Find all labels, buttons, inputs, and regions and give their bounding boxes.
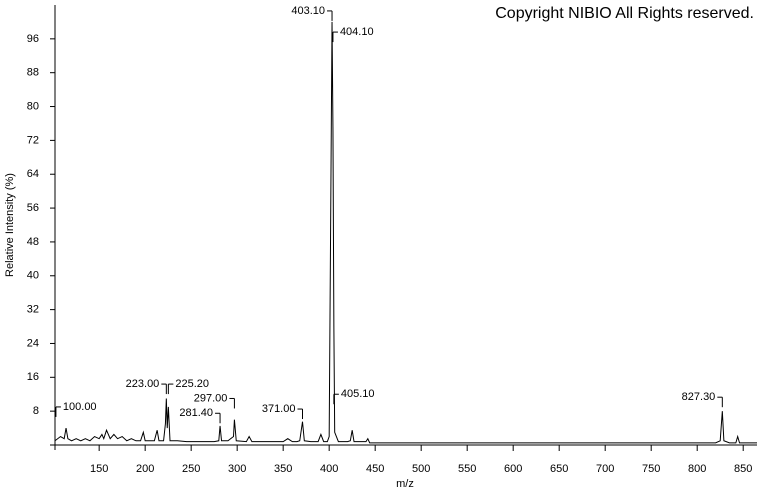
y-tick-label: 40 [27, 270, 39, 282]
annotation-label: 297.00 [194, 392, 228, 404]
y-tick-label: 16 [27, 371, 39, 383]
x-tick-label: 800 [688, 463, 706, 475]
x-tick-label: 600 [504, 463, 522, 475]
annotation-label: 371.00 [262, 403, 296, 415]
annotation-label: 281.40 [179, 407, 213, 419]
x-tick-label: 150 [90, 463, 108, 475]
annotation-label: 403.10 [291, 5, 325, 17]
x-tick-label: 750 [642, 463, 660, 475]
y-tick-label: 80 [27, 100, 39, 112]
x-tick-label: 700 [596, 463, 614, 475]
y-tick-label: 64 [27, 168, 39, 180]
x-tick-label: 200 [136, 463, 154, 475]
y-tick-label: 8 [33, 405, 39, 417]
x-axis-label: m/z [396, 478, 414, 490]
y-tick-label: 56 [27, 202, 39, 214]
annotation-label: 225.20 [175, 378, 209, 390]
annotation-label: 223.00 [126, 378, 160, 390]
spectrum-line [54, 21, 757, 444]
y-tick-label: 88 [27, 67, 39, 79]
x-tick-label: 350 [274, 463, 292, 475]
chart-title: Copyright NIBIO All Rights reserved. [495, 5, 754, 22]
x-tick-label: 500 [412, 463, 430, 475]
annotation-label: 405.10 [341, 388, 375, 400]
x-tick-label: 650 [550, 463, 568, 475]
y-tick-label: 24 [27, 337, 39, 349]
x-tick-label: 450 [366, 463, 384, 475]
annotation-label: 404.10 [340, 26, 374, 38]
y-tick-label: 96 [27, 33, 39, 45]
x-tick-label: 250 [182, 463, 200, 475]
x-tick-label: 300 [228, 463, 246, 475]
y-axis-label: Relative Intensity (%) [4, 173, 16, 277]
x-tick-label: 850 [734, 463, 752, 475]
y-tick-label: 32 [27, 304, 39, 316]
annotation-label: 100.00 [63, 401, 97, 413]
y-tick-label: 72 [27, 134, 39, 146]
x-tick-label: 550 [458, 463, 476, 475]
x-tick-label: 400 [320, 463, 338, 475]
annotation-label: 827.30 [682, 391, 716, 403]
y-tick-label: 48 [27, 236, 39, 248]
